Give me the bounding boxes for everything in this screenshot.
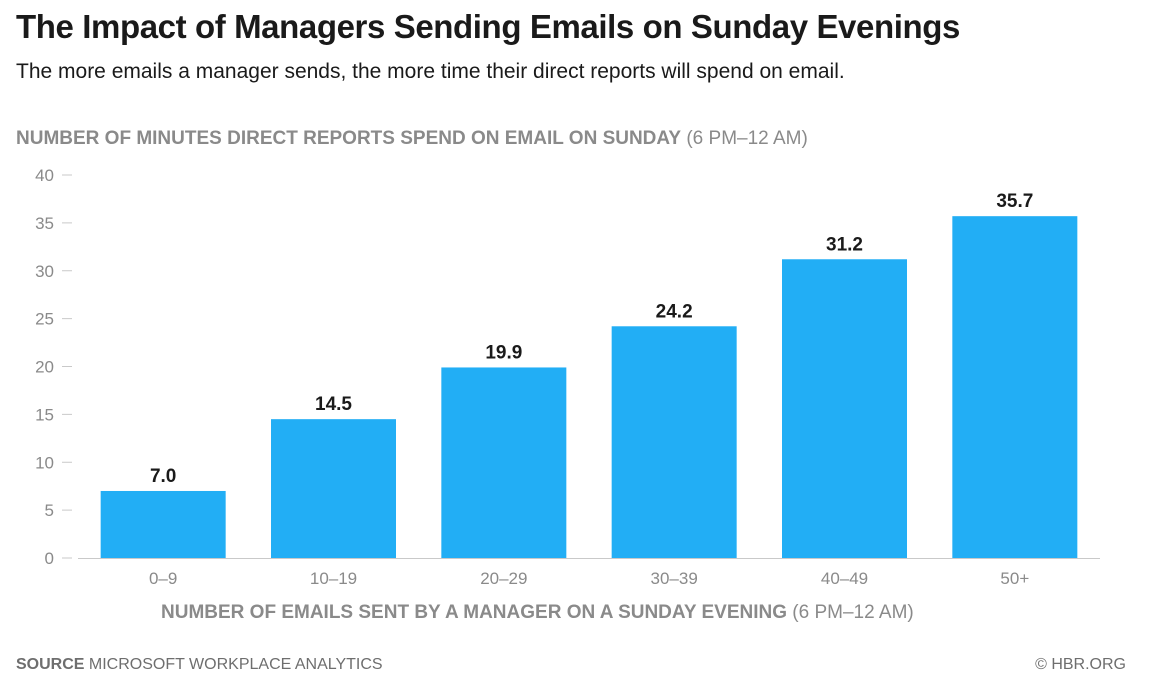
bar-value-label: 35.7 [996, 191, 1033, 212]
source-note: SOURCE MICROSOFT WORKPLACE ANALYTICS [16, 656, 383, 674]
chart-subtitle: The more emails a manager sends, the mor… [16, 60, 845, 83]
y-tick-label: 25 [35, 310, 54, 329]
y-axis-label-main: NUMBER OF MINUTES DIRECT REPORTS SPEND O… [16, 128, 682, 149]
bar-value-label: 19.9 [485, 342, 522, 363]
y-tick-label: 10 [35, 453, 54, 472]
bar-value-label: 7.0 [150, 466, 176, 487]
y-tick-label: 40 [35, 166, 54, 185]
x-axis-label-main: NUMBER OF EMAILS SENT BY A MANAGER ON A … [161, 602, 788, 623]
x-category-label: 50+ [1000, 569, 1029, 588]
x-category-label: 30–39 [651, 569, 698, 588]
x-category-label: 20–29 [480, 569, 527, 588]
copyright-credit: © HBR.ORG [1035, 656, 1126, 673]
bar-value-label: 31.2 [826, 234, 863, 255]
bar-value-label: 24.2 [656, 301, 693, 322]
y-axis: 0 5 10 15 20 25 30 35 40 [35, 166, 72, 568]
y-tick-label: 35 [35, 214, 54, 233]
y-tick-label: 15 [35, 405, 54, 424]
source-label: SOURCE [16, 656, 85, 673]
y-tick-label: 0 [45, 549, 54, 568]
bar-value-label: 14.5 [315, 394, 352, 415]
bar [611, 326, 737, 558]
x-category-label: 0–9 [149, 569, 177, 588]
bars: 7.0 0–9 14.5 10–19 19.9 20–29 24.2 30–39 31.2 40–… [100, 191, 1078, 588]
bar [271, 419, 396, 558]
bar [441, 367, 567, 558]
source-text: MICROSOFT WORKPLACE ANALYTICS [88, 656, 383, 673]
x-axis-label-time: (6 PM–12 AM) [792, 602, 914, 623]
x-category-label: 40–49 [821, 569, 868, 588]
chart-title: The Impact of Managers Sending Emails on… [16, 8, 960, 45]
y-tick-label: 30 [35, 262, 54, 281]
y-tick-label: 5 [45, 501, 54, 520]
bar [952, 216, 1078, 559]
y-tick-label: 20 [35, 358, 54, 377]
x-axis-label: NUMBER OF EMAILS SENT BY A MANAGER ON A … [161, 602, 914, 624]
y-axis-label-time: (6 PM–12 AM) [686, 128, 808, 149]
y-axis-label: NUMBER OF MINUTES DIRECT REPORTS SPEND O… [16, 128, 808, 150]
bar [782, 259, 907, 558]
bar [100, 490, 226, 558]
x-category-label: 10–19 [310, 569, 357, 588]
